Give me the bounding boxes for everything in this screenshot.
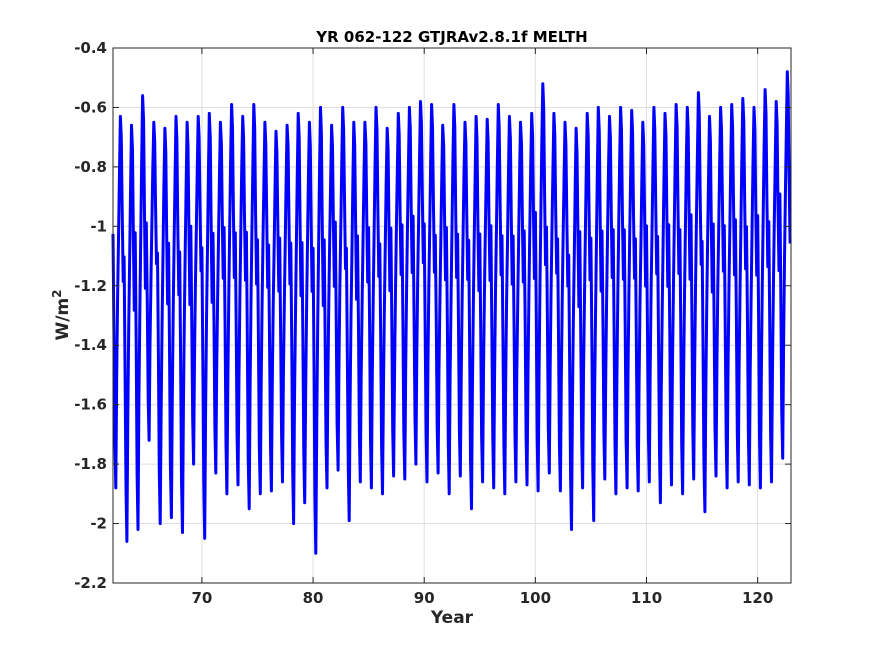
series-line (111, 70, 792, 555)
y-axis-title: W/m2 (50, 289, 73, 340)
y-tick-label: -0.6 (74, 98, 107, 116)
y-tick-label: -2 (90, 515, 107, 533)
y-axis-title-superscript: 2 (50, 289, 64, 297)
y-axis-title-base: W/m (53, 298, 73, 341)
y-tick-label: -1.4 (74, 336, 107, 354)
series-layer (111, 70, 792, 555)
plot-frame (112, 47, 792, 584)
x-tick-label: 110 (631, 589, 662, 607)
y-tick-label: -0.8 (74, 158, 107, 176)
y-tick-label: -1.6 (74, 396, 107, 414)
x-tick-label: 120 (742, 589, 773, 607)
chart-title: YR 062-122 GTJRAv2.8.1f MELTH (315, 28, 587, 46)
y-tick-label: -2.2 (74, 574, 107, 592)
x-tick-label: 80 (303, 589, 324, 607)
y-tick-label: -1 (90, 217, 107, 235)
ticks: 70 80 90 100 110 120 -2.2 -2 -1.8 -1.6 -1.4 -1.2 -1 -… (74, 39, 791, 607)
x-tick-label: 100 (520, 589, 551, 607)
y-tick-label: -1.2 (74, 277, 107, 295)
x-tick-label: 70 (191, 589, 212, 607)
x-axis-title: Year (430, 608, 474, 628)
y-tick-label: -0.4 (74, 39, 107, 57)
x-tick-label: 90 (414, 589, 435, 607)
y-tick-label: -1.8 (74, 455, 107, 473)
